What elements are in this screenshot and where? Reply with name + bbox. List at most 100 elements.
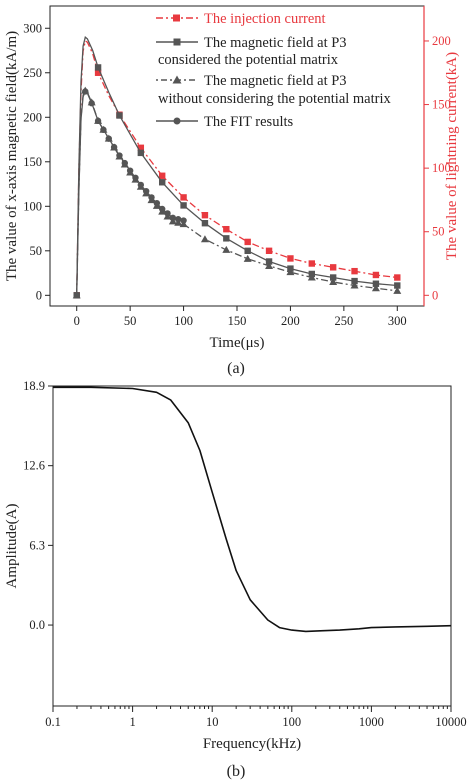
series-1-marker xyxy=(180,202,187,209)
chart-b-x-axis-title: Frequency(kHz) xyxy=(203,736,301,752)
series-2-marker xyxy=(222,245,231,253)
series-0-marker xyxy=(308,260,315,267)
legend-label-p3-without-2: without considering the potential matrix xyxy=(158,91,392,107)
chart-b-frame xyxy=(52,385,452,707)
x-tick-label: 0.1 xyxy=(45,715,61,729)
legend-label-injection: The injection current xyxy=(204,11,326,27)
series-1-marker xyxy=(159,179,166,186)
series-2-marker xyxy=(286,268,295,276)
amplitude-curve xyxy=(53,386,452,633)
series-3-marker xyxy=(126,167,134,174)
series-2-marker xyxy=(265,261,274,269)
series-1-marker xyxy=(137,149,145,157)
chart-a-x-axis-title: Time(μs) xyxy=(210,335,265,351)
chart-a-legend: The injection current The magnetic field… xyxy=(153,7,421,135)
series-3-marker xyxy=(164,210,171,217)
chart-a-series xyxy=(72,36,402,299)
series-3-marker xyxy=(169,214,177,222)
legend-label-p3-with-2: considered the potential matrix xyxy=(158,52,339,68)
series-3-marker xyxy=(94,117,102,125)
series-0-marker xyxy=(394,274,401,281)
series-1-marker xyxy=(244,247,251,255)
chart-a-y2-axis-title: The value of lightning current(kA) xyxy=(444,52,460,260)
chart-b-axes: 0.1 1 10 100 1000 10000 0.0 6.3 12.6 18.9 xyxy=(23,379,467,729)
series-3-marker xyxy=(116,152,123,159)
panel-label-b: (b) xyxy=(227,763,246,780)
legend-marker-fit xyxy=(173,117,181,125)
series-0-marker xyxy=(372,271,380,279)
y-tick-label: 100 xyxy=(23,199,42,213)
series-3-marker xyxy=(137,181,145,189)
series-3-marker xyxy=(142,187,150,195)
y-tick-label: 300 xyxy=(23,21,42,35)
series-2-marker xyxy=(329,277,338,285)
legend-background xyxy=(153,7,421,135)
legend-label-p3-with-1: The magnetic field at P3 xyxy=(204,35,347,51)
series-1-marker xyxy=(329,274,337,281)
x-tick-label: 1000 xyxy=(359,715,384,729)
x-tick-label: 200 xyxy=(281,314,300,328)
series-3-marker xyxy=(100,126,107,133)
x-tick-label: 250 xyxy=(334,314,353,328)
series-0-marker xyxy=(201,211,209,219)
series-2-marker xyxy=(371,284,380,292)
series-0-marker xyxy=(159,172,166,179)
chart-a-axes: 0 50 100 150 200 250 300 0 50 100 150 200 250 300 0 50 1… xyxy=(23,6,451,328)
legend-marker-p3-with xyxy=(173,38,181,46)
series-0-marker xyxy=(94,69,102,76)
legend-marker-p3-without xyxy=(172,75,182,84)
series-1-marker xyxy=(372,280,380,287)
series-2-marker xyxy=(350,281,359,289)
series-1-marker xyxy=(394,282,401,289)
chart-b-y-axis-title: Amplitude(A) xyxy=(4,504,20,589)
series-3-marker xyxy=(180,217,187,224)
chart-b-series xyxy=(53,386,452,633)
series-3-marker xyxy=(132,174,139,182)
x-tick-label: 10000 xyxy=(435,715,466,729)
x-tick-label: 0 xyxy=(74,314,80,328)
series-1-marker xyxy=(223,235,230,242)
x-tick-label: 300 xyxy=(388,314,407,328)
y-tick-label: 50 xyxy=(30,244,43,258)
series-1-marker xyxy=(351,277,358,285)
y-tick-label: 0 xyxy=(36,288,42,302)
y-tick-label: 12.6 xyxy=(23,459,45,473)
y-tick-label: 0.0 xyxy=(29,618,45,632)
series-3-marker xyxy=(121,159,128,167)
chart-a: 0 50 100 150 200 250 300 0 50 100 150 200 250 300 0 50 1… xyxy=(4,5,460,377)
y-tick-label: 200 xyxy=(23,110,42,124)
x-tick-label: 10 xyxy=(206,715,219,729)
series-3-marker xyxy=(82,88,89,95)
y2-tick-label: 150 xyxy=(432,98,451,112)
series-0-marker xyxy=(180,194,187,201)
x-tick-label: 100 xyxy=(282,715,301,729)
x-tick-label: 50 xyxy=(124,314,137,328)
legend-label-p3-without-1: The magnetic field at P3 xyxy=(204,73,347,89)
x-tick-label: 150 xyxy=(228,314,247,328)
series-2-marker xyxy=(393,286,402,294)
series-3-marker xyxy=(88,100,95,107)
series-3-marker xyxy=(110,143,118,151)
series-2-marker xyxy=(307,273,316,281)
series-0-marker xyxy=(287,255,294,262)
series-0-marker xyxy=(329,264,337,271)
series-0-marker xyxy=(244,238,251,246)
y2-tick-label: 100 xyxy=(432,161,451,175)
y-tick-label: 6.3 xyxy=(29,538,45,552)
series-3-marker xyxy=(105,135,112,142)
series-0-marker xyxy=(351,267,358,275)
series-1-marker xyxy=(265,258,273,265)
y-tick-label: 250 xyxy=(23,66,42,80)
panel-label-a: (a) xyxy=(227,360,245,377)
series-1-marker xyxy=(116,112,123,119)
chart-b: 0.1 1 10 100 1000 10000 0.0 6.3 12.6 18.9 Frequen… xyxy=(4,379,467,780)
series-0-marker xyxy=(137,144,145,151)
series-0-marker xyxy=(223,225,230,233)
series-2-marker xyxy=(243,254,252,262)
series-0-marker xyxy=(265,247,273,255)
legend-label-fit: The FIT results xyxy=(204,114,293,130)
series-3-marker xyxy=(73,292,80,299)
y-tick-label: 150 xyxy=(23,155,42,169)
chart-a-y-axis-title: The value of x-axis magnetic field(kA/m) xyxy=(4,31,20,281)
